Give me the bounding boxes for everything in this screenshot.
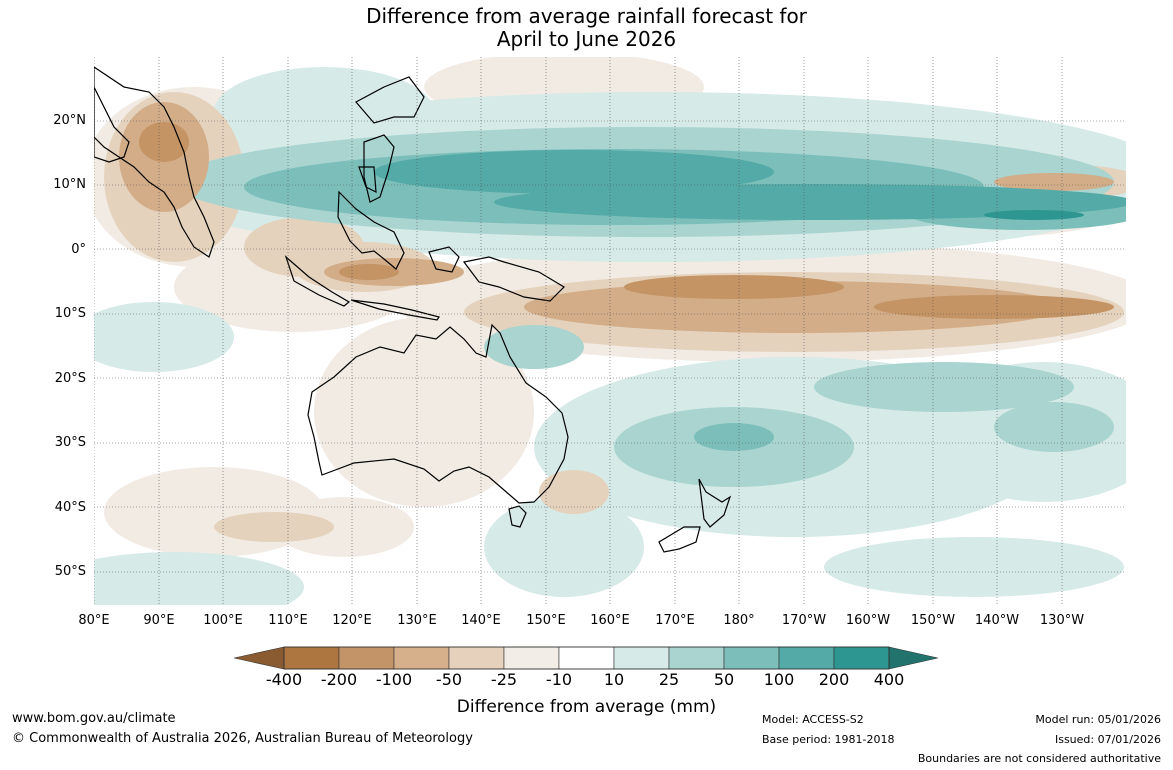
lon-label-150w: 150°W [910,613,956,628]
lat-label-30s: 30°S [54,435,86,450]
lon-label-120e: 120°E [332,613,372,628]
lon-label-130w: 130°W [1039,613,1085,628]
boundaries-disclaimer: Boundaries are not considered authoritat… [917,752,1161,765]
lat-label-10n: 10°N [53,177,86,192]
colorbar-swatch [833,646,890,670]
colorbar-tick: -10 [545,670,573,689]
lon-label-140e: 140°E [461,613,501,628]
colorbar-tick: 10 [603,670,625,689]
lon-label-90e: 90°E [143,613,175,628]
lon-label-170e: 170°E [655,613,695,628]
colorbar-tick: 400 [873,670,905,689]
colorbar-swatch [668,646,725,670]
lon-label-180: 180° [723,613,755,628]
colorbar-swatch [448,646,505,670]
lat-label-50s: 50°S [54,564,86,579]
colorbar-tick: -100 [375,670,413,689]
model-run-date: Model run: 05/01/2026 [1035,713,1161,726]
colorbar-tick: -200 [320,670,358,689]
colorbar-swatch [613,646,670,670]
colorbar-swatch [338,646,395,670]
lon-label-80e: 80°E [78,613,110,628]
lon-label-150e: 150°E [526,613,566,628]
colorbar-tick: 25 [658,670,680,689]
colorbar-tick: -50 [435,670,463,689]
lon-label-160e: 160°E [590,613,630,628]
lon-label-170w: 170°W [781,613,827,628]
colorbar-tick: -25 [490,670,518,689]
lat-label-equator: 0° [71,242,86,257]
lon-label-130e: 130°E [397,613,437,628]
colorbar-swatch [778,646,835,670]
graticule [94,57,1126,605]
lon-label-140w: 140°W [974,613,1020,628]
lat-label-20n: 20°N [53,113,86,128]
colorbar-tick: -400 [265,670,303,689]
colorbar-swatch [558,646,615,670]
lon-label-100e: 100°E [203,613,243,628]
colorbar-tick: 50 [713,670,735,689]
colorbar-label: Difference from average (mm) [456,697,717,717]
lat-label-40s: 40°S [54,500,86,515]
coastlines [94,66,732,553]
colorbar-tick: 200 [818,670,850,689]
lon-label-110e: 110°E [268,613,308,628]
lat-label-20s: 20°S [54,371,86,386]
colorbar-legend [234,646,938,670]
colorbar-swatch [723,646,780,670]
lon-label-160w: 160°W [845,613,891,628]
colorbar-swatch [283,646,340,670]
lat-label-10s: 10°S [54,306,86,321]
colorbar-tick: 100 [763,670,795,689]
model-name: Model: ACCESS-S2 [762,713,864,726]
map-title-line1: Difference from average rainfall forecas… [366,4,807,28]
base-period: Base period: 1981-2018 [762,733,895,746]
rainfall-anomaly-map [94,57,1126,605]
colorbar-swatch [888,646,938,670]
colorbar-swatch [393,646,450,670]
colorbar-swatch [234,646,285,670]
issued-date: Issued: 07/01/2026 [1054,733,1161,746]
website-link[interactable]: www.bom.gov.au/climate [12,711,176,726]
colorbar-swatch [503,646,560,670]
map-title-line2: April to June 2026 [496,27,677,51]
copyright-text: © Commonwealth of Australia 2026, Austra… [12,731,473,746]
